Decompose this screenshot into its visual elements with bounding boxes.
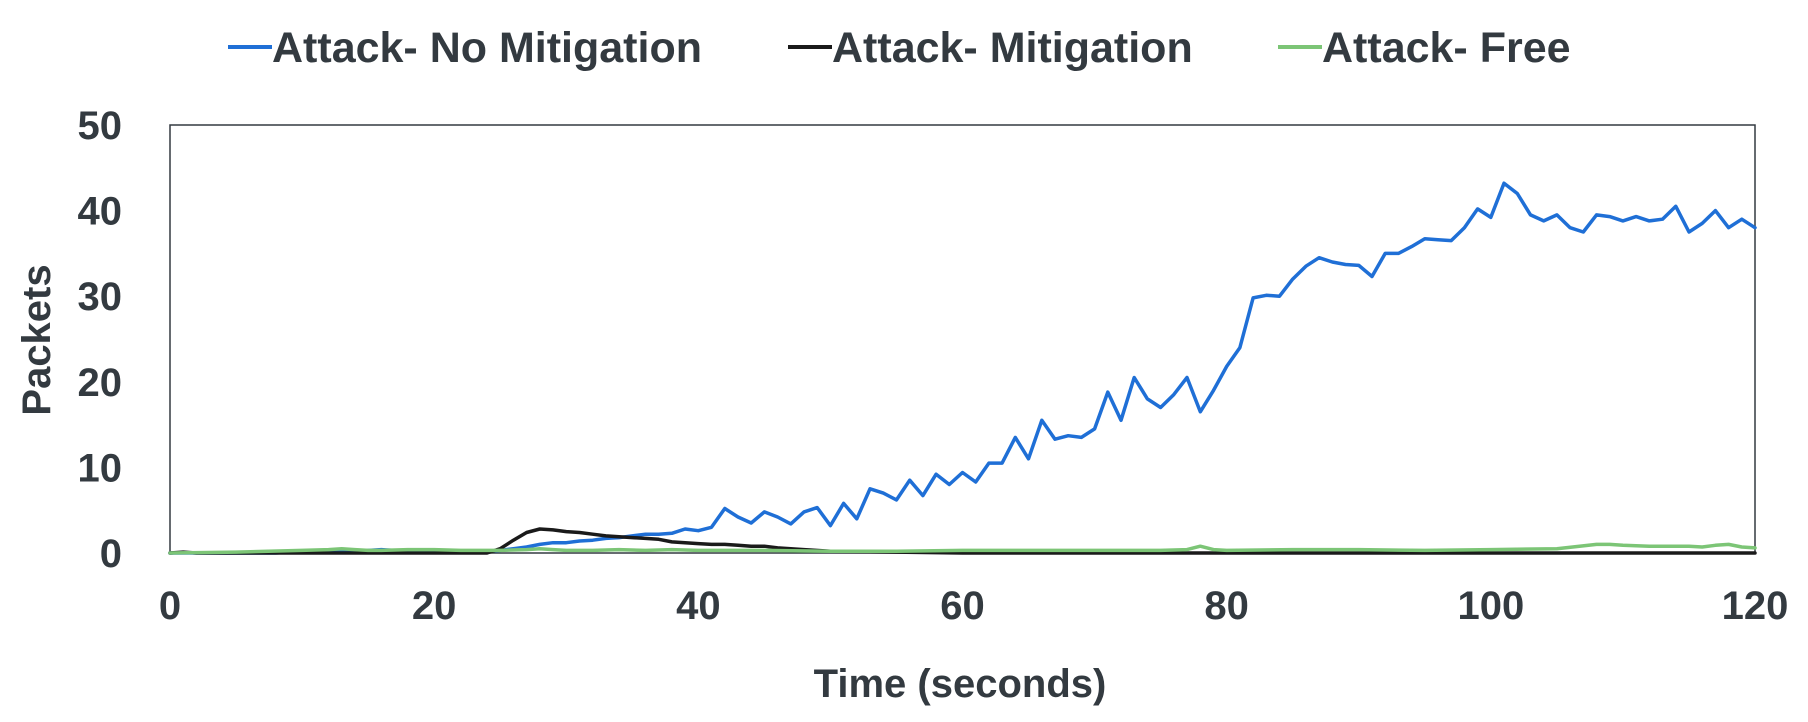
legend: Attack- No Mitigation Attack- Mitigation A… (228, 24, 1571, 72)
x-tick-label: 40 (676, 584, 721, 628)
x-axis: 0 20 40 60 80 100 120 (159, 584, 1789, 628)
series-line-attack-free (168, 542, 1757, 555)
y-axis: 0 10 20 30 40 50 (78, 104, 123, 576)
y-tick-label: 40 (78, 190, 123, 234)
plot-area-frame (169, 124, 1756, 554)
x-tick-label: 20 (412, 584, 457, 628)
series-group (168, 181, 1757, 555)
legend-label: Attack- No Mitigation (272, 24, 702, 72)
x-tick-label: 80 (1204, 584, 1249, 628)
series-line-attack-mitigation (168, 527, 1757, 555)
legend-label: Attack- Mitigation (832, 24, 1193, 72)
y-tick-label: 0 (100, 532, 122, 576)
x-tick-label: 120 (1722, 584, 1789, 628)
legend-label: Attack- Free (1322, 24, 1571, 72)
x-axis-title: Time (seconds) (814, 662, 1107, 706)
y-tick-label: 10 (78, 446, 123, 490)
series-line-attack-no-mitigation (168, 181, 1757, 555)
x-tick-label: 100 (1457, 584, 1524, 628)
y-tick-label: 50 (78, 104, 123, 148)
y-tick-label: 20 (78, 361, 123, 405)
y-tick-label: 30 (78, 275, 123, 319)
y-axis-title: Packets (15, 264, 59, 415)
x-tick-label: 60 (940, 584, 985, 628)
x-tick-label: 0 (159, 584, 181, 628)
